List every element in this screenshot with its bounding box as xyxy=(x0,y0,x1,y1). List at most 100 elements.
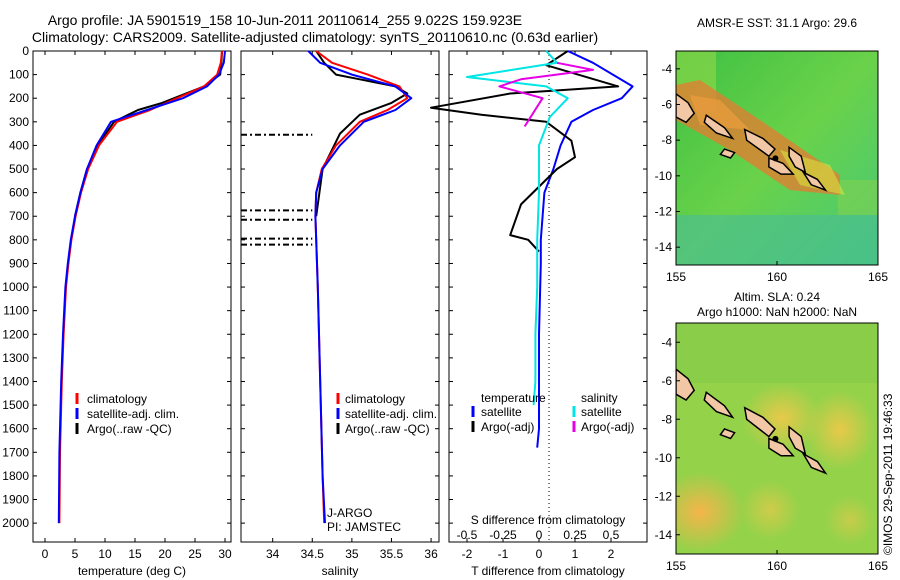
map-x-tick-label: 160 xyxy=(767,270,787,284)
sst-coastline xyxy=(676,92,828,192)
island-outline xyxy=(719,148,736,159)
x-tick-label: 30 xyxy=(218,547,232,561)
difference-legend: temperature satellite Argo(-adj) salinit… xyxy=(471,391,634,434)
y-tick-label: 900 xyxy=(9,256,29,270)
legend-argo: Argo(..raw -QC) xyxy=(87,422,172,436)
difference-xlabel-s: S difference from climatology xyxy=(471,513,626,527)
map-y-tick-label: -12 xyxy=(655,205,673,219)
temperature-lines xyxy=(57,50,226,524)
island-outline xyxy=(676,368,696,401)
y-tick-label: 300 xyxy=(9,115,29,129)
credit-text: ©IMOS 29-Sep-2011 19:46:33 xyxy=(881,393,895,555)
x-tick-label: 1 xyxy=(572,547,579,561)
sla-map-title: Altim. SLA: 0.24 xyxy=(734,290,820,304)
map-x-tick-label: 165 xyxy=(868,270,888,284)
map-y-tick-label: -8 xyxy=(661,133,672,147)
y-tick-label: 1000 xyxy=(2,280,29,294)
y-tick-label: 700 xyxy=(9,209,29,223)
map-y-tick-label: -8 xyxy=(661,412,672,426)
map-x-tick-label: 165 xyxy=(868,559,888,573)
legend-temperature-heading: temperature xyxy=(481,391,546,405)
sst-map-ticks: 155 160 165 -4 -6 -8 -10 -12 -14 xyxy=(655,62,889,284)
x-tick-label: 0 xyxy=(42,547,49,561)
island-outline xyxy=(743,406,777,438)
legend-s-argo: Argo(-adj) xyxy=(581,420,634,434)
x-tick-label-salinity: 0 xyxy=(536,528,543,542)
x-tick-label: 25 xyxy=(188,547,202,561)
y-tick-label: 800 xyxy=(9,233,29,247)
map-y-tick-label: -6 xyxy=(661,374,672,388)
temperature-x-ticks: 0 5 10 15 20 25 30 xyxy=(42,51,232,561)
difference-panel: -2 -1 0 1 2 -0.5 -0.25 0 0.25 0.5 T difference f… xyxy=(430,50,648,578)
island-outline xyxy=(703,391,735,419)
map-x-tick-label: 155 xyxy=(666,270,686,284)
y-tick-label: 1400 xyxy=(2,374,29,388)
legend-salinity-heading: salinity xyxy=(581,391,618,405)
island-outline xyxy=(801,451,828,475)
temperature-axes xyxy=(32,50,232,543)
map-y-tick-label: -10 xyxy=(655,451,673,465)
legend-argo: Argo(..raw -QC) xyxy=(345,422,430,436)
map-y-tick-label: -4 xyxy=(661,335,672,349)
series-line-s-argo-adj xyxy=(498,61,594,128)
x-tick-label: -2 xyxy=(462,547,473,561)
salinity-lines xyxy=(307,50,413,524)
legend-satellite: satellite-adj. clim. xyxy=(345,407,437,421)
temperature-legend: climatology satellite-adj. clim. Argo(..… xyxy=(75,392,179,436)
x-tick-label: -1 xyxy=(498,547,509,561)
series-line-satellite-adj-clim xyxy=(57,50,226,524)
difference-lines xyxy=(430,50,634,448)
series-line-t-satellite xyxy=(536,50,634,448)
legend-s-satellite: satellite xyxy=(581,405,622,419)
salinity-panel: 34 34.5 35 35.5 36 salinity climatology sate… xyxy=(240,50,440,578)
island-outline xyxy=(676,92,696,124)
island-outline xyxy=(788,425,807,456)
x-tick-label: 34 xyxy=(266,547,280,561)
map-y-tick-label: -6 xyxy=(661,98,672,112)
island-outline xyxy=(703,113,735,140)
series-line-argo-raw-qc xyxy=(315,50,409,217)
y-tick-label: 1800 xyxy=(2,469,29,483)
sst-map-title: AMSR-E SST: 31.1 Argo: 29.6 xyxy=(697,16,857,30)
y-tick-label: 1500 xyxy=(2,398,29,412)
series-line-satellite-adj-clim xyxy=(307,50,413,524)
y-tick-label: 1200 xyxy=(2,327,29,341)
x-tick-label: 10 xyxy=(98,547,112,561)
x-tick-label: 36 xyxy=(424,547,438,561)
salinity-qc-flags xyxy=(241,133,313,246)
title-line-1: Argo profile: JA 5901519_158 10-Jun-2011… xyxy=(47,12,523,28)
y-tick-label: 600 xyxy=(9,186,29,200)
sla-map-title-2: Argo h1000: NaN h2000: NaN xyxy=(697,305,857,319)
legend-climatology: climatology xyxy=(345,392,405,406)
annotation-pi: PI: JAMSTEC xyxy=(327,520,401,534)
map-x-tick-label: 155 xyxy=(666,559,686,573)
map-y-tick-label: -12 xyxy=(655,489,673,503)
series-line-s-satellite xyxy=(466,50,569,406)
sla-map-image xyxy=(676,323,878,554)
temperature-panel: 0100200300400500600700800900100011001200… xyxy=(2,44,647,578)
sla-map-panel: Altim. SLA: 0.24 Argo h1000: NaN h2000: … xyxy=(655,290,889,573)
y-tick-label: 500 xyxy=(9,162,29,176)
legend-climatology: climatology xyxy=(87,392,147,406)
y-tick-label: 100 xyxy=(9,68,29,82)
salinity-axes xyxy=(240,50,440,543)
legend-t-argo: Argo(-adj) xyxy=(481,420,534,434)
difference-x-ticks-salinity: -0.5 -0.25 0 0.25 0.5 xyxy=(457,528,620,542)
island-outline xyxy=(788,145,807,174)
series-line-climatology xyxy=(314,50,409,524)
x-tick-label: 5 xyxy=(72,547,79,561)
difference-axes xyxy=(448,50,648,543)
legend-t-satellite: satellite xyxy=(481,405,522,419)
title-line-2: Climatology: CARS2009. Satellite-adjuste… xyxy=(31,29,599,45)
x-tick-label: 35.5 xyxy=(380,547,404,561)
y-tick-label: 400 xyxy=(9,138,29,152)
y-tick-label: 1300 xyxy=(2,351,29,365)
salinity-x-ticks: 34 34.5 35 35.5 36 xyxy=(266,51,438,561)
salinity-xlabel: salinity xyxy=(322,564,359,578)
island-outline xyxy=(768,437,795,457)
map-y-tick-label: -14 xyxy=(655,528,673,542)
x-tick-label: 35 xyxy=(345,547,359,561)
island-outline xyxy=(719,427,736,440)
y-tick-label: 1900 xyxy=(2,493,29,507)
